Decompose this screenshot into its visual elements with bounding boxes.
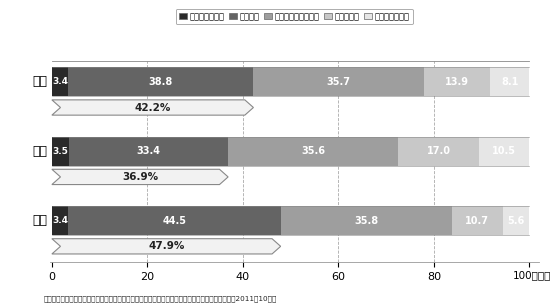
Bar [398,137,479,166]
Bar [479,137,530,166]
Text: 13.9: 13.9 [445,77,469,87]
Text: 10.7: 10.7 [465,216,489,226]
Text: 35.7: 35.7 [327,77,351,87]
Text: 3.5: 3.5 [52,147,68,156]
Legend: 非常に影響する, 影響する, どちらともいえない, 影響しない, 全く影響しない: 非常に影響する, 影響する, どちらともいえない, 影響しない, 全く影響しない [175,9,413,24]
Text: 35.6: 35.6 [301,146,325,156]
Text: 出典：電通ソーシャルメディアラボ「ソーシャルメディアの企業ブランド・消費に与える影響」（2011年10月）: 出典：電通ソーシャルメディアラボ「ソーシャルメディアの企業ブランド・消費に与える… [44,295,277,302]
Bar [254,67,424,96]
Text: 5.6: 5.6 [508,216,525,226]
Polygon shape [52,100,254,115]
Text: 男性: 男性 [32,145,47,158]
Text: 3.4: 3.4 [52,77,68,86]
Text: 17.0: 17.0 [427,146,450,156]
Text: 47.9%: 47.9% [148,241,184,251]
Bar [228,137,398,166]
Bar [68,67,254,96]
Text: 42.2%: 42.2% [134,102,171,113]
Bar [52,137,69,166]
Text: 全体: 全体 [32,75,47,88]
Text: 8.1: 8.1 [501,77,518,87]
Bar [490,67,529,96]
Bar [69,137,228,166]
Bar [452,206,503,235]
Bar [52,67,68,96]
Text: 38.8: 38.8 [148,77,173,87]
Text: 44.5: 44.5 [162,216,186,226]
Polygon shape [52,169,228,185]
Bar [52,206,68,235]
Text: 3.4: 3.4 [52,216,68,225]
Text: 33.4: 33.4 [136,146,161,156]
Text: 女性: 女性 [32,214,47,227]
Bar [424,67,490,96]
Bar [280,206,452,235]
Bar [503,206,530,235]
Bar [68,206,280,235]
Text: 36.9%: 36.9% [122,172,158,182]
Text: 10.5: 10.5 [492,146,516,156]
Polygon shape [52,239,280,254]
Text: 35.8: 35.8 [354,216,378,226]
Text: 100（％）: 100（％） [513,270,550,280]
